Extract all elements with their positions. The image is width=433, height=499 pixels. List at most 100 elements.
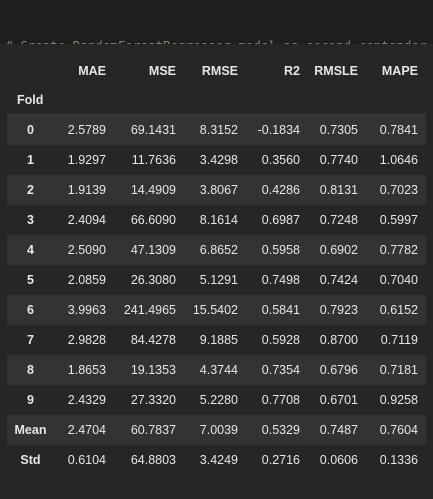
cell-mae: 2.5789	[54, 114, 114, 145]
cell-r2: 0.4286	[261, 183, 300, 197]
cell-mape: 0.7119	[380, 333, 418, 347]
cell-rmse: 9.1885	[199, 333, 238, 347]
cell-mae: 2.9828	[67, 333, 106, 347]
cell-r2: -0.1834	[246, 114, 308, 145]
cell-mse: 66.6090	[130, 213, 176, 227]
cell-rmse: 4.3744	[199, 363, 238, 377]
cell-mape: 0.1336	[379, 453, 418, 467]
row-label: Std	[20, 453, 41, 467]
table-row: 6 3.9963 241.4965 15.5402 0.5841 0.7923 0.6152	[7, 295, 426, 325]
cell-mae: 2.4329	[67, 393, 106, 407]
table-row: 8 1.8653 19.1353 4.3744 0.7354 0.6796 0.7181	[7, 355, 426, 385]
cell-rmsle: 0.7424	[319, 273, 358, 287]
cell-mse: 11.7636	[131, 153, 176, 167]
cell-mse: 69.1431	[114, 114, 184, 145]
row-label: 0	[7, 114, 54, 145]
cell-mape: 0.9258	[379, 393, 418, 407]
cell-rmsle: 0.8700	[319, 333, 358, 347]
table-row: 3 2.4094 66.6090 8.1614 0.6987 0.7248 0.5997	[7, 205, 426, 235]
cell-rmsle: 0.6902	[319, 243, 358, 257]
code-comment: # Create RandomForestRegressor model as …	[5, 37, 433, 44]
row-label: 6	[27, 303, 34, 317]
table-row: 9 2.4329 27.3320 5.2280 0.7708 0.6701 0.9258	[7, 385, 426, 415]
column-header-rmse: RMSE	[201, 64, 238, 78]
cell-mae: 2.4704	[67, 423, 106, 437]
cell-r2: 0.2716	[261, 453, 300, 467]
cell-r2: 0.6987	[261, 213, 300, 227]
row-label: 1	[27, 153, 34, 167]
cell-rmsle: 0.7487	[319, 423, 358, 437]
column-header-rmsle: RMSLE	[314, 64, 358, 78]
cell-r2: 0.5329	[261, 423, 300, 437]
cell-mape: 0.7604	[379, 423, 418, 437]
cell-mae: 0.6104	[67, 453, 106, 467]
row-label: Mean	[14, 423, 47, 437]
cell-mae: 2.0859	[67, 273, 106, 287]
cell-mse: 84.4278	[130, 333, 176, 347]
cell-rmsle: 0.0606	[319, 453, 358, 467]
cell-mae: 2.4094	[67, 213, 106, 227]
cell-rmse: 6.8652	[199, 243, 238, 257]
cell-mse: 241.4965	[123, 303, 176, 317]
cell-mae: 1.8653	[67, 363, 106, 377]
cell-rmse: 5.1291	[199, 273, 238, 287]
table-row: Mean 2.4704 60.7837 7.0039 0.5329 0.7487 0.760…	[7, 415, 426, 445]
table-row: 0 2.5789 69.1431 8.3152 -0.1834 0.7305 0.7841	[7, 114, 426, 145]
cell-mae: 2.5090	[67, 243, 106, 257]
cell-mape: 1.0646	[379, 153, 418, 167]
cell-mse: 47.1309	[130, 243, 176, 257]
cell-rmse: 8.1614	[199, 213, 238, 227]
cell-rmse: 3.8067	[199, 183, 238, 197]
cell-rmsle: 0.7248	[319, 213, 358, 227]
cell-r2: 0.3560	[261, 153, 300, 167]
cell-rmse: 5.2280	[199, 393, 238, 407]
row-label: 2	[27, 183, 34, 197]
cell-mape: 0.7023	[379, 183, 418, 197]
cell-mse: 64.8803	[130, 453, 176, 467]
column-header-mae: MAE	[78, 64, 106, 78]
table-row: 4 2.5090 47.1309 6.8652 0.5958 0.6902 0.7782	[7, 235, 426, 265]
cell-rmsle: 0.7740	[319, 153, 358, 167]
row-label: 9	[27, 393, 34, 407]
cell-r2: 0.5928	[261, 333, 300, 347]
row-label: 5	[27, 273, 34, 287]
cell-mae: 3.9963	[67, 303, 106, 317]
cell-mae: 1.9297	[67, 153, 106, 167]
cell-mse: 19.1353	[130, 363, 176, 377]
cell-mape: 0.7782	[379, 243, 418, 257]
index-header-fold: Fold	[17, 93, 44, 107]
cell-rmse: 7.0039	[199, 423, 238, 437]
cell-mape: 0.7181	[379, 363, 418, 377]
cell-r2: 0.5958	[261, 243, 300, 257]
cell-r2: 0.5841	[261, 303, 300, 317]
code-cell[interactable]: # Create RandomForestRegressor model as …	[0, 0, 433, 44]
cell-output: MAE MSE RMSE R2 RMSLE MAPE Fold 0 2.5789 69.143…	[0, 44, 433, 499]
column-header-blank	[7, 56, 54, 86]
column-header-mse: MSE	[148, 64, 176, 78]
row-label: 4	[27, 243, 34, 257]
cell-rmse: 8.3152	[184, 114, 246, 145]
table-row: 1 1.9297 11.7636 3.4298 0.3560 0.7740 1.0646	[7, 145, 426, 175]
cell-rmsle: 0.6701	[319, 393, 358, 407]
cell-mape: 0.6152	[379, 303, 418, 317]
row-label: 7	[27, 333, 34, 347]
cell-mape: 0.5997	[379, 213, 418, 227]
cell-rmse: 3.4249	[199, 453, 238, 467]
cell-r2: 0.7708	[261, 393, 300, 407]
cell-rmsle: 0.7305	[308, 114, 366, 145]
cell-rmsle: 0.6796	[319, 363, 358, 377]
index-header-row: Fold	[7, 86, 426, 115]
cell-rmsle: 0.7923	[319, 303, 358, 317]
cell-mse: 60.7837	[130, 423, 176, 437]
cell-mse: 26.3080	[130, 273, 176, 287]
cell-mape: 0.7841	[366, 114, 426, 145]
cell-rmsle: 0.8131	[319, 183, 358, 197]
row-label: 8	[27, 363, 34, 377]
column-header-row: MAE MSE RMSE R2 RMSLE MAPE	[7, 56, 426, 86]
cell-mse: 14.4909	[130, 183, 176, 197]
cell-r2: 0.7354	[261, 363, 300, 377]
cell-r2: 0.7498	[261, 273, 300, 287]
cell-mse: 27.3320	[130, 393, 176, 407]
table-row: Std 0.6104 64.8803 3.4249 0.2716 0.0606 0.1336	[7, 445, 426, 475]
column-header-mape: MAPE	[381, 64, 418, 78]
